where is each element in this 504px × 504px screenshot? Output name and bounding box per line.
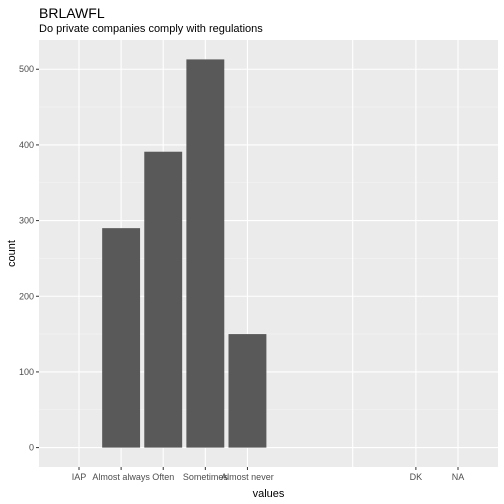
y-axis-title: count bbox=[6, 240, 18, 267]
x-tick-label: Almost never bbox=[221, 472, 274, 482]
y-tick-label: 400 bbox=[19, 140, 34, 150]
x-tick-label: Almost always bbox=[92, 472, 150, 482]
x-tick-label: Often bbox=[152, 472, 174, 482]
y-tick-label: 0 bbox=[29, 443, 34, 453]
y-tick-label: 100 bbox=[19, 367, 34, 377]
y-tick-label: 500 bbox=[19, 64, 34, 74]
bar-almost-never bbox=[228, 334, 266, 448]
bar-almost-always bbox=[102, 228, 140, 447]
y-tick-label: 300 bbox=[19, 216, 34, 226]
y-tick-label: 200 bbox=[19, 291, 34, 301]
x-tick-label: IAP bbox=[72, 472, 87, 482]
y-axis: 0 100 200 300 400 500 bbox=[19, 64, 39, 452]
bar-sometimes bbox=[186, 59, 224, 447]
bar-often bbox=[144, 152, 182, 448]
x-axis-title: values bbox=[253, 488, 285, 500]
x-tick-label: DK bbox=[410, 472, 423, 482]
x-tick-label: NA bbox=[452, 472, 465, 482]
